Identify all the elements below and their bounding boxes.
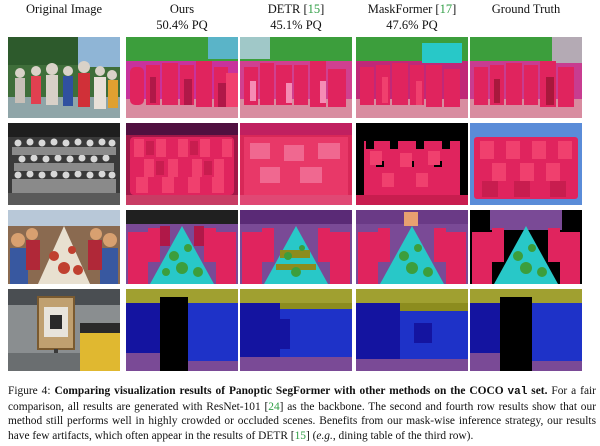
maskformer-result-row-2: [356, 123, 468, 205]
original-image-row-4: [8, 289, 120, 371]
ground-truth-row-3: [470, 210, 582, 284]
ground-truth-row-1: [470, 37, 582, 118]
ground-truth-row-4: [470, 289, 582, 371]
original-image-row-1: [8, 37, 120, 118]
ours-result-row-3: [126, 210, 238, 284]
citation-link[interactable]: 15: [294, 429, 306, 442]
citation-link[interactable]: 24: [268, 400, 280, 413]
figure-caption: Figure 4: Comparing visualization result…: [8, 385, 596, 442]
column-header-original: Original Image: [25, 2, 102, 16]
column-header-detr: DETR [15]: [267, 2, 325, 16]
detr-result-row-2: [240, 123, 352, 205]
column-header-maskformer: MaskFormer [17]: [367, 2, 457, 16]
original-image-row-2: [8, 123, 120, 205]
maskformer-result-row-4: [356, 289, 468, 371]
caption-bold-title: Comparing visualization results of Panop…: [54, 385, 548, 398]
detr-result-row-4: [240, 289, 352, 371]
ours-result-row-1: [126, 37, 238, 118]
citation-link[interactable]: 17: [439, 2, 453, 16]
pq-score-detr: 45.1% PQ: [270, 18, 322, 32]
ours-result-row-4: [126, 289, 238, 371]
ours-result-row-2: [126, 123, 238, 205]
original-image-row-3: [8, 210, 120, 284]
caption-label: Figure 4:: [8, 385, 51, 397]
column-header-ground-truth: Ground Truth: [491, 2, 561, 16]
detr-result-row-3: [240, 210, 352, 284]
maskformer-result-row-3: [356, 210, 468, 284]
detr-result-row-1: [240, 37, 352, 118]
ground-truth-row-2: [470, 123, 582, 205]
column-header-ours: Ours: [169, 2, 195, 16]
pq-score-ours: 50.4% PQ: [156, 18, 208, 32]
pq-score-maskformer: 47.6% PQ: [386, 18, 438, 32]
maskformer-result-row-1: [356, 37, 468, 118]
citation-link[interactable]: 15: [307, 2, 321, 16]
